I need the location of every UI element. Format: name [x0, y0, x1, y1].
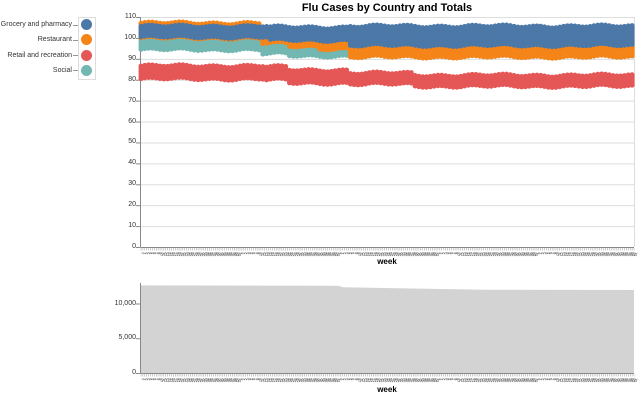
legend-tick	[72, 55, 78, 57]
legend-item-label: Restaurant	[37, 36, 72, 44]
legend-item-label: Grocery and pharmacy	[0, 21, 72, 28]
y-axis-tick-label-top: 50	[128, 138, 136, 146]
x-axis-title-top: week	[377, 257, 397, 266]
y-axis-tick-label-bottom: 5,000	[118, 334, 136, 342]
y-axis-tick-label-top: 20	[128, 201, 136, 209]
legend-swatch	[80, 49, 92, 61]
y-axis-tick-label-top: 90	[128, 54, 136, 62]
y-axis-tick-label-top: 40	[128, 159, 136, 167]
y-axis-tick-label-top: 110	[124, 13, 136, 20]
legend-tick	[72, 24, 78, 26]
y-axis-tick-label-bottom: 10,000	[114, 299, 136, 307]
legend-tick	[72, 70, 78, 72]
legend-swatch	[80, 64, 92, 76]
y-axis-tick-label-top: 80	[128, 75, 136, 83]
legend-item-label: Retail and recreation	[7, 51, 72, 59]
legend-swatch-box	[78, 17, 96, 80]
legend-tick	[72, 39, 78, 41]
legend-swatch	[80, 19, 92, 30]
legend-swatch	[80, 34, 92, 46]
chart-title: Flu Cases by Country and Totals	[301, 2, 473, 14]
y-axis-tick-label-bottom: 0	[132, 369, 136, 376]
x-axis-title-bottom: week	[377, 385, 397, 394]
y-axis-tick-label-top: 0	[132, 243, 136, 250]
y-axis-tick-label-top: 70	[128, 96, 136, 104]
y-axis-tick-label-top: 10	[128, 222, 136, 230]
y-axis-tick-label-top: 30	[128, 180, 136, 188]
y-axis-tick-label-top: 60	[128, 117, 136, 125]
legend-item-label: Social	[52, 66, 72, 74]
y-axis-tick-label-top: 100	[124, 33, 136, 41]
